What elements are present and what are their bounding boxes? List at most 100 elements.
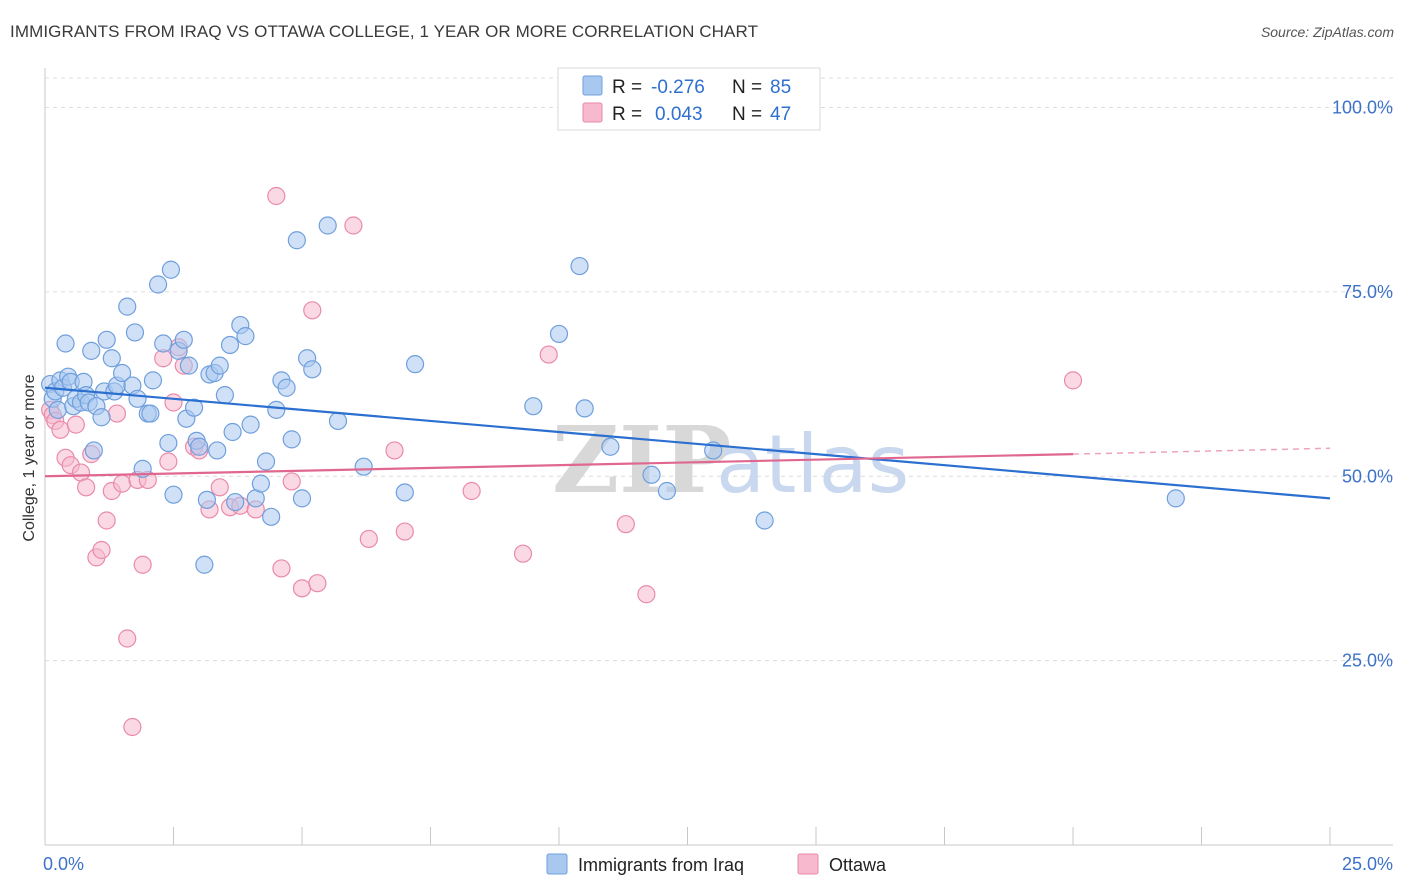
trend-lines [44,386,1331,500]
x-tick-label: 0.0% [43,854,84,874]
y-tick-label: 50.0% [1342,466,1393,486]
point-iraq [210,356,229,375]
point-iraq [292,489,312,508]
point-iraq [118,297,137,316]
watermark-atlas: atlas [716,418,909,511]
point-ottawa [359,529,378,549]
point-ottawa [159,452,178,471]
point-ottawa [107,404,127,423]
y-tick-label: 75.0% [1342,282,1393,302]
point-iraq [184,398,204,417]
point-iraq [642,465,661,484]
point-iraq [575,399,594,418]
legend-n-value-ottawa: 47 [770,104,791,125]
trend-line-iraq [44,386,1331,500]
point-iraq [524,397,543,416]
point-ottawa [513,544,533,563]
y-tick-label: 100.0% [1332,98,1393,118]
bottom-legend: Immigrants from Iraq Ottawa [546,853,887,875]
point-iraq [159,433,178,453]
legend-r-label-ottawa: R = [612,104,642,125]
point-iraq [405,355,425,374]
point-ottawa [210,478,229,497]
point-iraq [755,511,774,530]
point-iraq [128,389,147,408]
point-iraq [190,437,209,456]
point-iraq [164,485,183,504]
watermark: ZIP atlas [552,406,909,514]
point-iraq [154,334,173,353]
legend-n-label-iraq: N = [732,77,762,98]
point-ottawa [66,415,85,434]
point-iraq [241,415,260,434]
point-ottawa [77,478,96,497]
bottom-legend-label-ottawa: Ottawa [829,855,887,875]
point-ottawa [112,474,132,493]
bottom-legend-swatch-iraq [546,853,568,875]
point-ottawa [292,579,312,598]
legend-n-label-ottawa: N = [732,104,762,125]
point-iraq [97,330,116,349]
point-iraq [141,404,160,423]
point-iraq [84,441,103,460]
point-iraq [92,408,111,427]
point-iraq [174,330,193,349]
legend-r-value-iraq: -0.276 [651,77,705,98]
point-iraq [48,400,67,419]
source-credit: Source: ZipAtlas.com [1260,24,1394,40]
point-ottawa [395,522,414,541]
point-ottawa [308,574,327,593]
point-iraq [179,356,199,375]
point-ottawa [133,555,152,574]
point-iraq [354,457,373,476]
point-ottawa [118,629,137,648]
legend-swatch-iraq [582,75,603,96]
point-iraq [125,323,145,342]
point-ottawa [51,420,70,439]
data-points [41,186,1185,737]
legend-r-label-iraq: R = [612,77,642,98]
point-iraq [570,256,589,276]
point-iraq [197,490,217,509]
y-axis-label: College, 1 year or more [21,374,38,541]
point-iraq [112,363,132,383]
point-iraq [287,231,306,250]
y-tick-label: 25.0% [1342,651,1393,671]
point-ottawa [123,717,142,737]
point-iraq [303,360,322,379]
point-ottawa [1063,371,1083,390]
point-iraq [143,371,163,390]
point-ottawa [462,481,481,501]
point-iraq [262,507,281,526]
point-ottawa [303,301,322,320]
axes [44,68,1393,846]
point-iraq [277,378,296,397]
point-iraq [657,481,677,501]
point-ottawa [164,393,183,412]
point-ottawa [539,345,558,364]
x-tick-label: 25.0% [1342,854,1393,874]
point-ottawa [385,441,404,460]
gridlines [45,77,1393,662]
watermark-zip: ZIP [552,406,731,514]
point-iraq [395,483,414,502]
point-iraq [251,474,270,493]
tick-labels: 100.0% 75.0% 50.0% 25.0% 0.0% 25.0% [43,98,1393,875]
point-ottawa [267,186,286,206]
point-iraq [282,430,301,449]
point-iraq [56,334,75,353]
legend-n-value-iraq: 85 [770,77,791,98]
point-ottawa [272,559,291,578]
bottom-legend-swatch-ottawa [797,853,819,875]
point-ottawa [97,511,116,530]
point-ottawa [92,540,111,560]
trend-line-ottawa [44,453,1074,478]
chart-title: IMMIGRANTS FROM IRAQ VS OTTAWA COLLEGE, … [10,22,759,41]
bottom-legend-label-iraq: Immigrants from Iraq [578,855,744,875]
point-iraq [195,555,214,574]
point-iraq [256,452,276,471]
point-iraq [215,386,234,405]
point-iraq [601,437,620,456]
point-iraq [328,411,348,431]
